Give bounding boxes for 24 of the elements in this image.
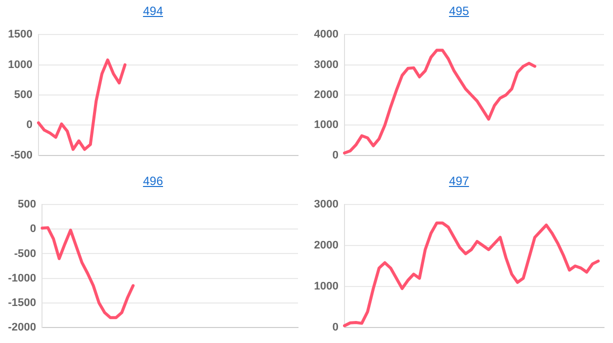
y-tick-label: 0 <box>332 149 338 162</box>
y-tick-label: 2000 <box>314 240 338 252</box>
chart-title: 495 <box>448 3 470 20</box>
y-tick-label: 4000 <box>314 28 338 41</box>
y-tick-label: 0 <box>26 119 32 132</box>
y-tick-label: -1500 <box>8 296 36 309</box>
y-tick-label: 3000 <box>314 58 338 71</box>
y-tick-label: 1000 <box>314 280 338 292</box>
chart-title: 497 <box>448 173 470 190</box>
y-tick-label: 2000 <box>314 89 338 102</box>
y-tick-label: 500 <box>14 89 32 102</box>
y-tick-label: 0 <box>30 223 36 236</box>
y-tick-label: 1000 <box>8 58 32 71</box>
y-tick-label: -500 <box>10 149 32 162</box>
y-tick-label: -1000 <box>8 272 36 284</box>
y-tick-label: -2000 <box>8 321 36 334</box>
y-tick-label: 1000 <box>314 119 338 132</box>
y-tick-label: 500 <box>18 198 36 211</box>
y-tick-label: 3000 <box>314 198 338 211</box>
y-tick-label: 0 <box>332 321 338 334</box>
chart-title: 494 <box>142 3 164 20</box>
y-tick-label: 1500 <box>8 28 32 41</box>
chart-title: 496 <box>142 173 164 190</box>
y-tick-label: -500 <box>14 248 36 260</box>
